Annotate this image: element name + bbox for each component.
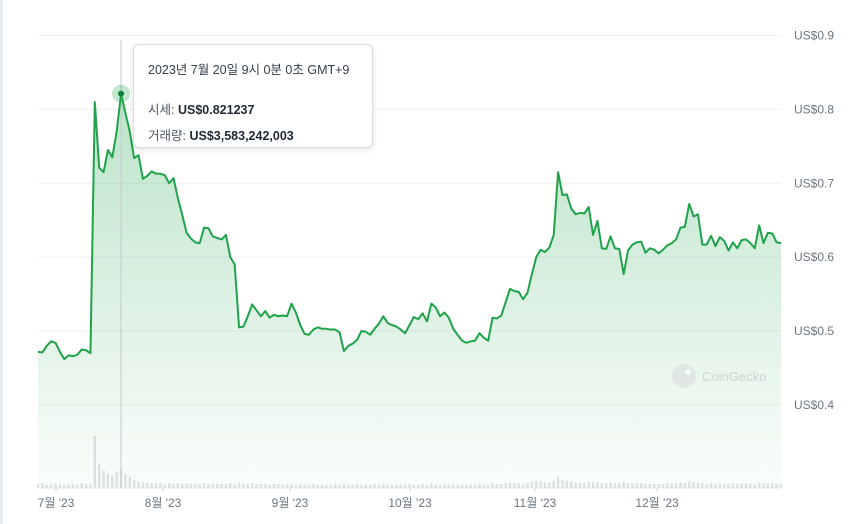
tooltip-price-label: 시세: [148, 103, 175, 117]
panel-edge [0, 0, 3, 524]
tooltip-volume-label: 거래량: [148, 129, 186, 143]
y-tick-label: US$0.9 [794, 28, 834, 42]
tooltip-date: 2023년 7월 20일 9시 0분 0초 GMT+9 [148, 63, 350, 77]
y-tick-label: US$0.4 [794, 398, 834, 412]
hover-point-dot [118, 90, 125, 97]
price-tooltip: 2023년 7월 20일 9시 0분 0초 GMT+9 시세: US$0.821… [133, 44, 373, 148]
tooltip-price-value: US$0.821237 [177, 103, 255, 117]
tooltip-volume-row: 거래량: US$3,583,242,003 [148, 125, 372, 144]
coingecko-gecko-icon [672, 364, 696, 388]
x-tick-label: 8월 '23 [145, 496, 182, 510]
x-tick-label: 9월 '23 [272, 496, 309, 510]
coingecko-watermark: CoinGecko [672, 364, 766, 388]
x-tick-label: 10월 '23 [388, 496, 432, 510]
tooltip-volume-value: US$3,583,242,003 [189, 129, 294, 143]
x-tick-label: 11월 '23 [514, 496, 557, 510]
coingecko-gecko-icon-eye [684, 368, 692, 376]
price-line [37, 92, 782, 361]
x-tick-label: 12월 '23 [635, 496, 679, 510]
y-tick-label: US$0.5 [794, 324, 834, 338]
tooltip-price-row: 시세: US$0.821237 [148, 99, 372, 118]
y-axis: US$0.9 US$0.8 US$0.7 US$0.6 US$0.5 US$0.4 [794, 28, 834, 411]
y-tick-label: US$0.6 [794, 250, 834, 264]
x-tick-label: 7월 '23 [38, 496, 75, 510]
y-tick-label: US$0.7 [794, 176, 834, 190]
watermark-text: CoinGecko [702, 369, 766, 384]
x-axis: 7월 '23 8월 '23 9월 '23 10월 '23 11월 '23 12월 '23 [38, 488, 679, 510]
hover-point [112, 84, 131, 103]
price-area [38, 93, 781, 488]
y-tick-label: US$0.8 [794, 102, 834, 116]
